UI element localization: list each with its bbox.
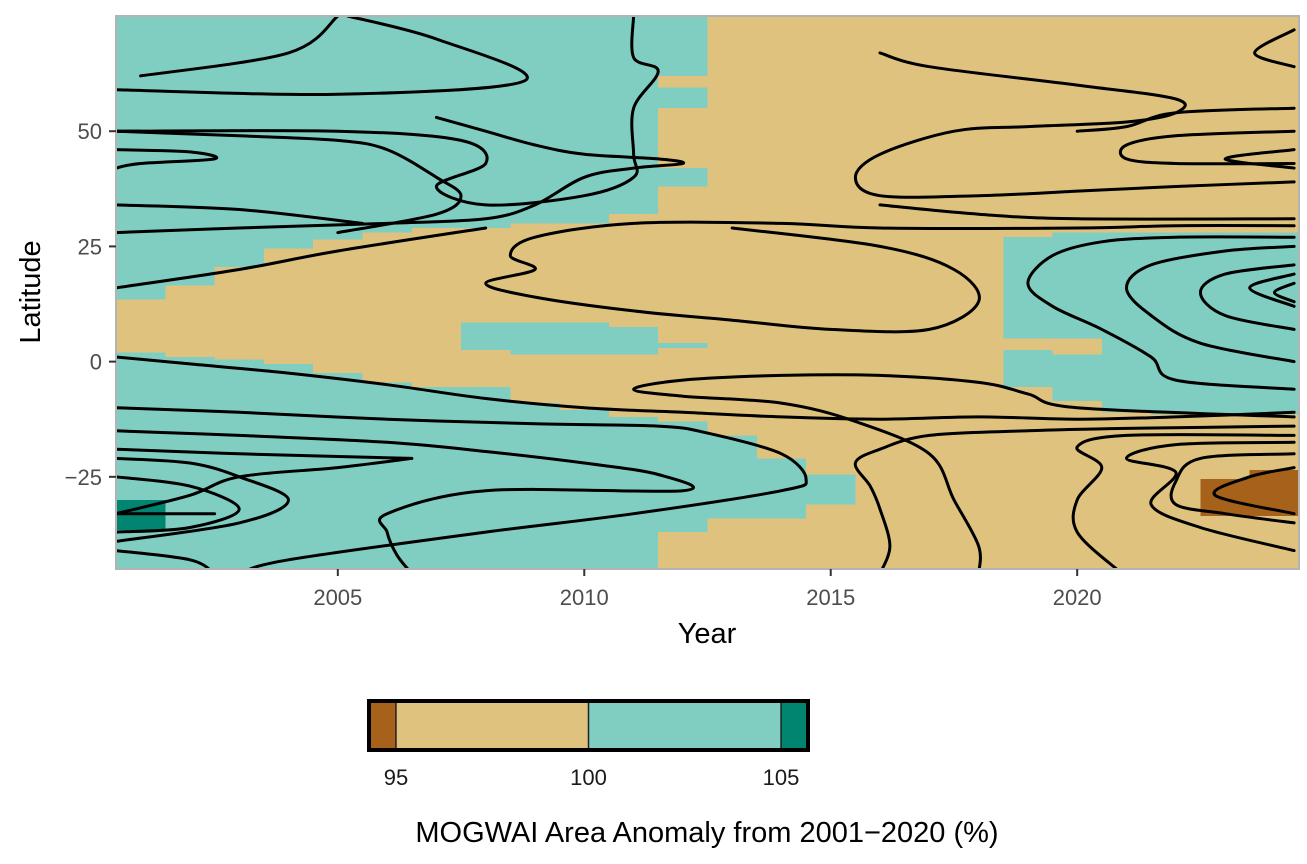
x-tick-label-2020: 2020	[1053, 585, 1102, 610]
heat-region-above-100-37	[707, 435, 757, 519]
colorbar-bin-3	[781, 701, 808, 750]
contour-line-34	[1248, 272, 1296, 308]
contour-line-16	[116, 16, 529, 97]
colorbar-tick-label-100: 100	[570, 765, 607, 790]
contour-line-2	[116, 447, 414, 460]
y-tick-label-0: 50	[78, 119, 102, 144]
contour-line-20	[116, 115, 686, 235]
heat-region-above-100-39	[1052, 232, 1299, 385]
y-axis: 50 25 0 −25	[65, 119, 116, 490]
heat-region-above-100-40	[1003, 350, 1053, 387]
heat-region-above-100-43	[1151, 384, 1299, 415]
colorbar-title: MOGWAI Area Anomaly from 2001−2020 (%)	[415, 817, 998, 849]
y-tick-label-3: −25	[65, 465, 102, 490]
contour-line-4	[116, 456, 290, 543]
contour-line-28	[1253, 28, 1296, 69]
x-tick-label-2005: 2005	[313, 585, 362, 610]
contour-line-25	[1075, 106, 1296, 133]
heatmap-layer	[116, 16, 1299, 569]
contour-line-33	[1198, 263, 1296, 331]
x-axis: 2005 2010 2015 2020	[313, 569, 1102, 610]
heat-region-below-100-14	[116, 299, 166, 353]
contour-line-35	[1272, 281, 1296, 304]
contour-line-32	[1125, 244, 1296, 364]
contour-line-1	[116, 429, 695, 569]
contour-line-0	[116, 406, 808, 569]
y-axis-title: Latitude	[15, 240, 47, 343]
contour-layer	[116, 16, 1296, 569]
contour-line-15	[139, 16, 340, 78]
contour-line-29	[878, 203, 1296, 221]
contour-line-5	[116, 475, 241, 534]
contour-line-21	[116, 226, 488, 290]
colorbar-frame	[367, 699, 810, 752]
contour-line-12	[1169, 452, 1296, 525]
heat-region-below-100-13	[165, 285, 215, 295]
x-tick-label-2015: 2015	[806, 585, 855, 610]
contour-line-13	[1212, 466, 1296, 516]
heat-region-above-100-33	[510, 327, 659, 355]
y-tick-label-1: 25	[78, 234, 102, 259]
heat-region-below-100-3	[658, 108, 708, 169]
heat-region-below-100-10	[313, 239, 363, 249]
colorbar-bin-0	[369, 701, 396, 750]
contour-line-11	[1125, 440, 1296, 553]
x-tick-label-2010: 2010	[560, 585, 609, 610]
y-tick-label-2: 0	[90, 350, 102, 375]
contour-line-23	[116, 16, 660, 207]
heat-region-below-100-9	[362, 232, 412, 240]
contour-line-10	[1071, 433, 1296, 569]
heat-region-below-100-2	[658, 75, 708, 88]
contour-line-30	[484, 220, 1296, 334]
colorbar-tick-label-105: 105	[763, 765, 800, 790]
contour-line-17	[116, 129, 463, 235]
colorbar-bin-2	[588, 701, 782, 750]
contour-line-7	[116, 549, 212, 569]
heat-region-below-100-31	[756, 518, 856, 569]
contour-line-31	[1026, 235, 1296, 391]
contour-line-8	[116, 355, 1296, 421]
heat-region-below-100-44	[1052, 338, 1102, 355]
heat-region-below-100-5	[658, 186, 708, 215]
contour-line-14	[632, 373, 1296, 569]
heat-region-above-100-34	[658, 343, 708, 348]
panel-border	[115, 15, 1300, 570]
colorbar-bin-1	[395, 701, 589, 750]
heat-region-above-100-35	[806, 474, 856, 505]
contour-line-19	[116, 203, 364, 225]
contour-line-27	[1223, 148, 1296, 170]
contour-line-26	[1118, 129, 1296, 166]
contour-line-9	[853, 424, 1296, 569]
x-axis-title: Year	[678, 618, 737, 650]
colorbar-tick-label-95: 95	[384, 765, 408, 790]
contour-line-18	[116, 148, 219, 170]
colorbar: 95 100 105	[367, 699, 810, 790]
contour-line-24	[853, 51, 1296, 199]
